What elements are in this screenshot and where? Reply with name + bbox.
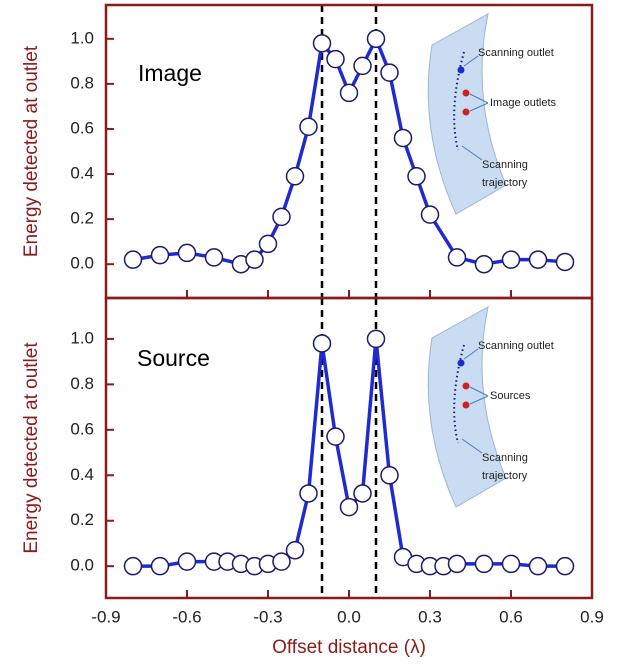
x-tick-label: -0.6 <box>172 607 201 626</box>
data-point <box>299 117 318 136</box>
data-point <box>366 29 386 49</box>
inset-trajectory <box>453 51 465 151</box>
x-axis-label: Offset distance (λ) <box>272 637 426 658</box>
data-point <box>312 334 332 353</box>
inset-pointer <box>461 55 489 161</box>
inset-diagram: Scanning outlet Sources Scanning trajectory <box>427 306 554 508</box>
inset-label: Scanning outlet <box>478 47 554 59</box>
data-point <box>285 541 305 560</box>
data-point <box>528 556 548 576</box>
inset-label: trajectory <box>482 177 528 189</box>
x-tick-label: 0.0 <box>337 607 361 626</box>
inset-scan-dot <box>457 66 465 74</box>
y-tick-label: 0.0 <box>70 254 94 273</box>
data-point <box>447 248 467 267</box>
data-point <box>204 248 224 267</box>
inset-red-dot <box>462 401 470 409</box>
inset-pointer <box>461 348 489 454</box>
x-tick-label: 0.6 <box>499 607 523 626</box>
inset-label: Image outlets <box>490 97 557 109</box>
panel-label: Source <box>137 345 210 371</box>
y-tick-label: 1.0 <box>70 28 94 47</box>
data-point <box>366 329 386 349</box>
data-point <box>299 484 318 503</box>
data-point <box>177 243 197 263</box>
y-tick-label: 0.0 <box>70 556 94 575</box>
data-point <box>150 556 170 576</box>
panel-label: Image <box>138 60 202 86</box>
data-point <box>326 427 345 446</box>
data-point <box>555 252 575 272</box>
inset-red-dot <box>462 382 470 390</box>
data-point <box>393 128 413 148</box>
data-point <box>123 556 143 576</box>
data-point <box>501 554 521 574</box>
inset-label: Scanning <box>482 159 528 171</box>
inset-label: Scanning outlet <box>478 340 554 352</box>
data-point <box>258 234 278 254</box>
data-point <box>528 250 548 269</box>
data-point <box>272 552 291 571</box>
x-tick-label: 0.3 <box>418 607 442 626</box>
data-point <box>177 552 197 571</box>
y-tick-label: 0.4 <box>70 164 94 183</box>
data-point <box>501 250 521 269</box>
y-tick-label: 0.8 <box>70 73 94 92</box>
y-tick-label: 1.0 <box>70 328 94 347</box>
data-point <box>555 556 575 576</box>
data-point <box>380 63 399 82</box>
data-point <box>123 250 143 269</box>
inset-label: trajectory <box>482 470 528 482</box>
inset-scan-dot <box>457 359 465 367</box>
data-point <box>339 497 359 517</box>
data-point <box>326 49 345 69</box>
data-point <box>420 205 440 224</box>
y-tick-label: 0.8 <box>70 374 94 393</box>
data-point <box>407 167 426 186</box>
y-tick-label: 0.2 <box>70 209 94 228</box>
data-point <box>353 56 372 76</box>
data-point <box>380 466 399 485</box>
y-axis-label: Energy detected at outlet <box>21 342 42 554</box>
data-point <box>312 34 332 53</box>
y-axis-label: Energy detected at outlet <box>21 45 42 257</box>
x-tick-label: -0.3 <box>253 607 282 626</box>
inset-red-dot <box>462 108 470 116</box>
data-point <box>272 207 291 227</box>
data-point <box>353 484 372 503</box>
y-tick-label: 0.6 <box>70 118 94 137</box>
inset-diagram: Scanning outlet Image outlets Scanning traj… <box>427 13 557 215</box>
y-tick-label: 0.6 <box>70 419 94 438</box>
data-point <box>285 167 305 186</box>
y-tick-label: 0.2 <box>70 510 94 529</box>
data-point <box>447 554 467 574</box>
x-tick-label: 0.9 <box>580 607 604 626</box>
inset-red-dot <box>462 89 470 97</box>
data-point <box>150 245 170 265</box>
data-point <box>339 83 359 103</box>
inset-label: Scanning <box>482 452 528 464</box>
inset-trajectory <box>453 344 465 444</box>
inset-label: Sources <box>490 390 531 402</box>
data-point <box>245 250 264 269</box>
x-tick-label: -0.9 <box>91 607 120 626</box>
data-point <box>474 554 494 574</box>
data-point <box>474 254 494 274</box>
y-tick-label: 0.4 <box>70 465 94 484</box>
